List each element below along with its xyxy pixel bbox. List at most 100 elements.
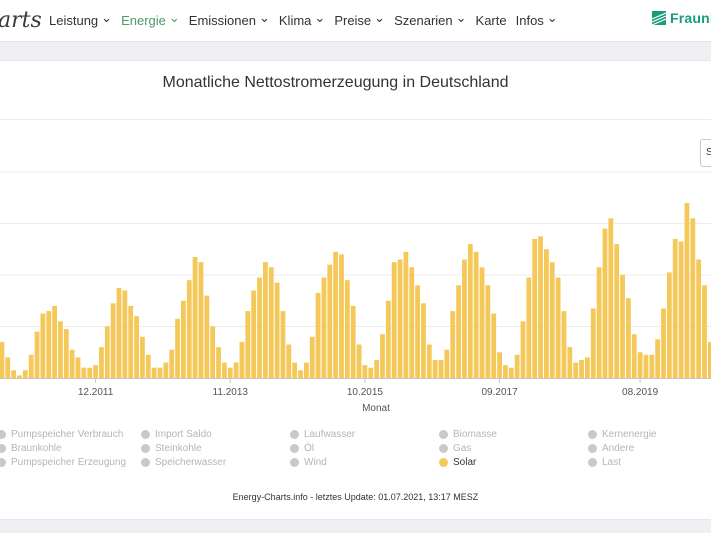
- menu-item-szenarien[interactable]: Szenarien ⌄: [394, 9, 467, 29]
- bar-solar: [17, 375, 22, 378]
- menu-item-energie[interactable]: Energie ⌄: [121, 11, 180, 29]
- bar-solar: [608, 218, 614, 378]
- bar-solar: [702, 285, 707, 378]
- bar-solar: [637, 352, 643, 378]
- main-menu: Leistung ⌄ Energie ⌄ Emissionen ⌄ Klima ⌄ Preise…: [49, 9, 567, 29]
- menu-item-label: Karte: [475, 13, 507, 28]
- bar-solar: [590, 308, 596, 378]
- legend-label: Solar: [453, 457, 477, 468]
- bar-solar: [462, 259, 467, 378]
- x-tick-label: 12.2011: [78, 387, 114, 398]
- bar-solar: [602, 228, 608, 378]
- legend-item[interactable]: Steinkohle: [141, 443, 202, 454]
- bar-solar: [227, 367, 233, 378]
- chevron-down-icon: ⌄: [101, 9, 113, 25]
- legend-item[interactable]: Import Saldo: [141, 429, 212, 440]
- bar-solar: [245, 311, 251, 378]
- bar-solar: [140, 336, 145, 378]
- bar-solar: [380, 334, 385, 378]
- bar-solar: [221, 362, 227, 378]
- legend-label: Pumpspeicher Verbrauch: [11, 429, 124, 440]
- menu-item-label: Energie: [121, 13, 166, 28]
- bar-solar: [210, 326, 216, 378]
- bar-solar: [467, 244, 473, 378]
- bar-solar: [508, 367, 514, 378]
- bar-solar: [678, 241, 684, 378]
- bar-solar: [643, 354, 649, 378]
- bar-solar: [514, 354, 520, 378]
- legend-dot-icon: [0, 430, 6, 439]
- legend-dot-icon: [439, 430, 448, 439]
- bar-solar: [198, 262, 204, 378]
- legend-item[interactable]: Andere: [588, 443, 634, 454]
- bar-solar: [374, 359, 380, 378]
- legend-item[interactable]: Pumpspeicher Erzeugung: [0, 457, 126, 468]
- legend-item[interactable]: Wind: [290, 457, 327, 468]
- menu-item-emissionen[interactable]: Emissionen ⌄: [189, 11, 270, 29]
- bar-solar: [397, 259, 403, 378]
- bar-solar: [444, 349, 450, 378]
- legend-item[interactable]: Braunkohle: [0, 443, 62, 454]
- menu-item-infos[interactable]: Infos ⌄: [516, 11, 558, 29]
- legend-dot-icon: [0, 458, 6, 467]
- legend-label: Braunkohle: [11, 443, 62, 454]
- bar-solar: [538, 236, 543, 378]
- menu-item-karte[interactable]: Karte: [476, 13, 507, 28]
- legend-label: Öl: [304, 443, 314, 454]
- bar-solar: [309, 336, 315, 378]
- bar-solar: [99, 347, 104, 378]
- menu-item-klima[interactable]: Klima ⌄: [278, 11, 325, 29]
- bar-solar: [128, 305, 134, 378]
- fraunhofer-logo-icon: [652, 11, 666, 25]
- bar-solar: [22, 370, 28, 378]
- bar-solar: [579, 359, 584, 378]
- legend-label: Kernenergie: [602, 429, 657, 440]
- legend-item[interactable]: Biomasse: [439, 429, 497, 440]
- legend-dot-icon: [588, 444, 597, 453]
- legend-item[interactable]: Speicherwasser: [141, 457, 226, 468]
- legend-item[interactable]: Kernenergie: [588, 429, 656, 440]
- legend-item[interactable]: Gas: [439, 443, 471, 454]
- brand-wordmark[interactable]: arts: [0, 8, 42, 33]
- legend-label: Pumpspeicher Erzeugung: [11, 457, 127, 468]
- bar-solar: [497, 352, 502, 378]
- menu-item-label: Klima: [278, 13, 312, 28]
- bar-solar: [81, 367, 87, 378]
- legend-item[interactable]: Laufwasser: [290, 429, 355, 440]
- bar-solar: [75, 357, 81, 378]
- fraunhofer-logo[interactable]: Fraunh: [652, 10, 711, 26]
- bar-solar: [696, 259, 702, 378]
- chevron-down-icon: ⌄: [455, 9, 467, 25]
- bar-solar: [672, 238, 678, 378]
- bar-solar: [479, 267, 485, 378]
- legend-item[interactable]: Solar: [439, 457, 476, 468]
- bar-solar: [520, 321, 526, 378]
- bar-solar: [666, 272, 672, 378]
- menu-item-leistung[interactable]: Leistung ⌄: [49, 9, 113, 29]
- legend-label: Import Saldo: [155, 429, 212, 440]
- bar-solar: [485, 285, 491, 378]
- bar-solar: [204, 295, 210, 378]
- bar-solar: [11, 370, 17, 378]
- menu-item-label: Szenarien: [394, 13, 453, 28]
- bar-solar: [625, 298, 631, 378]
- bar-solar: [303, 362, 309, 378]
- legend-dot-icon: [0, 444, 6, 453]
- legend-label: Last: [602, 457, 621, 468]
- legend-dot-icon: [141, 444, 150, 453]
- bar-solar: [356, 344, 362, 378]
- bar-solar: [93, 365, 98, 378]
- legend-item[interactable]: Last: [588, 457, 621, 468]
- legend-item[interactable]: Öl: [290, 443, 314, 454]
- side-menu-button[interactable]: S: [700, 139, 711, 167]
- x-axis-label: Monat: [362, 403, 390, 414]
- bar-solar: [280, 311, 286, 378]
- bar-solar: [432, 359, 438, 378]
- chart-title: Monatliche Nettostromerzeugung in Deutsc…: [162, 74, 509, 91]
- legend-item[interactable]: Pumpspeicher Verbrauch: [0, 429, 123, 440]
- menu-item-preise[interactable]: Preise ⌄: [334, 11, 385, 29]
- update-footnote: Energy-Charts.info - letztes Update: 01.…: [232, 492, 479, 502]
- bar-solar: [415, 285, 421, 378]
- bar-solar: [690, 218, 696, 378]
- x-tick-label: 10.2015: [347, 387, 384, 398]
